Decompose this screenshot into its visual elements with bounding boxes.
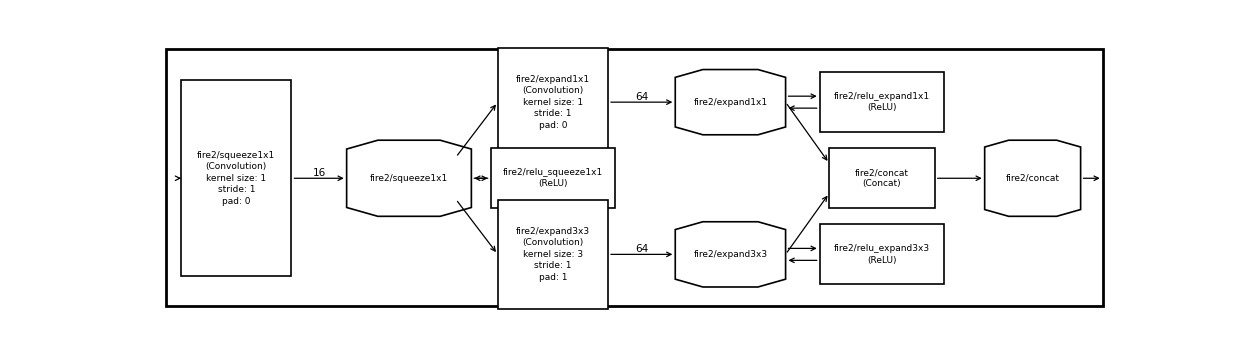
Text: fire2/relu_expand1x1
(ReLU): fire2/relu_expand1x1 (ReLU): [834, 92, 930, 112]
Text: fire2/concat
(Concat): fire2/concat (Concat): [855, 168, 909, 189]
Polygon shape: [984, 140, 1081, 216]
Bar: [820, 72, 945, 132]
Text: fire2/expand3x3: fire2/expand3x3: [693, 250, 768, 259]
Bar: [490, 148, 615, 208]
Text: fire2/concat: fire2/concat: [1005, 174, 1060, 183]
Text: 64: 64: [635, 244, 649, 255]
Bar: [498, 200, 608, 309]
Bar: [820, 225, 945, 284]
Polygon shape: [675, 70, 786, 135]
Text: fire2/relu_expand3x3
(ReLU): fire2/relu_expand3x3 (ReLU): [834, 244, 930, 265]
Polygon shape: [347, 140, 472, 216]
Bar: [181, 80, 291, 276]
Text: 64: 64: [635, 92, 649, 102]
Text: fire2/expand3x3
(Convolution)
kernel size: 3
stride: 1
pad: 1: fire2/expand3x3 (Convolution) kernel siz…: [516, 227, 591, 282]
Text: fire2/squeeze1x1: fire2/squeeze1x1: [370, 174, 448, 183]
Text: fire2/squeeze1x1
(Convolution)
kernel size: 1
stride: 1
pad: 0: fire2/squeeze1x1 (Convolution) kernel si…: [197, 151, 275, 206]
Text: fire2/expand1x1: fire2/expand1x1: [693, 98, 768, 107]
Polygon shape: [675, 222, 786, 287]
Text: fire2/relu_squeeze1x1
(ReLU): fire2/relu_squeeze1x1 (ReLU): [503, 168, 603, 189]
Text: fire2/expand1x1
(Convolution)
kernel size: 1
stride: 1
pad: 0: fire2/expand1x1 (Convolution) kernel siz…: [516, 75, 591, 130]
Bar: [498, 48, 608, 156]
Bar: [829, 148, 935, 208]
Text: 16: 16: [312, 168, 326, 178]
